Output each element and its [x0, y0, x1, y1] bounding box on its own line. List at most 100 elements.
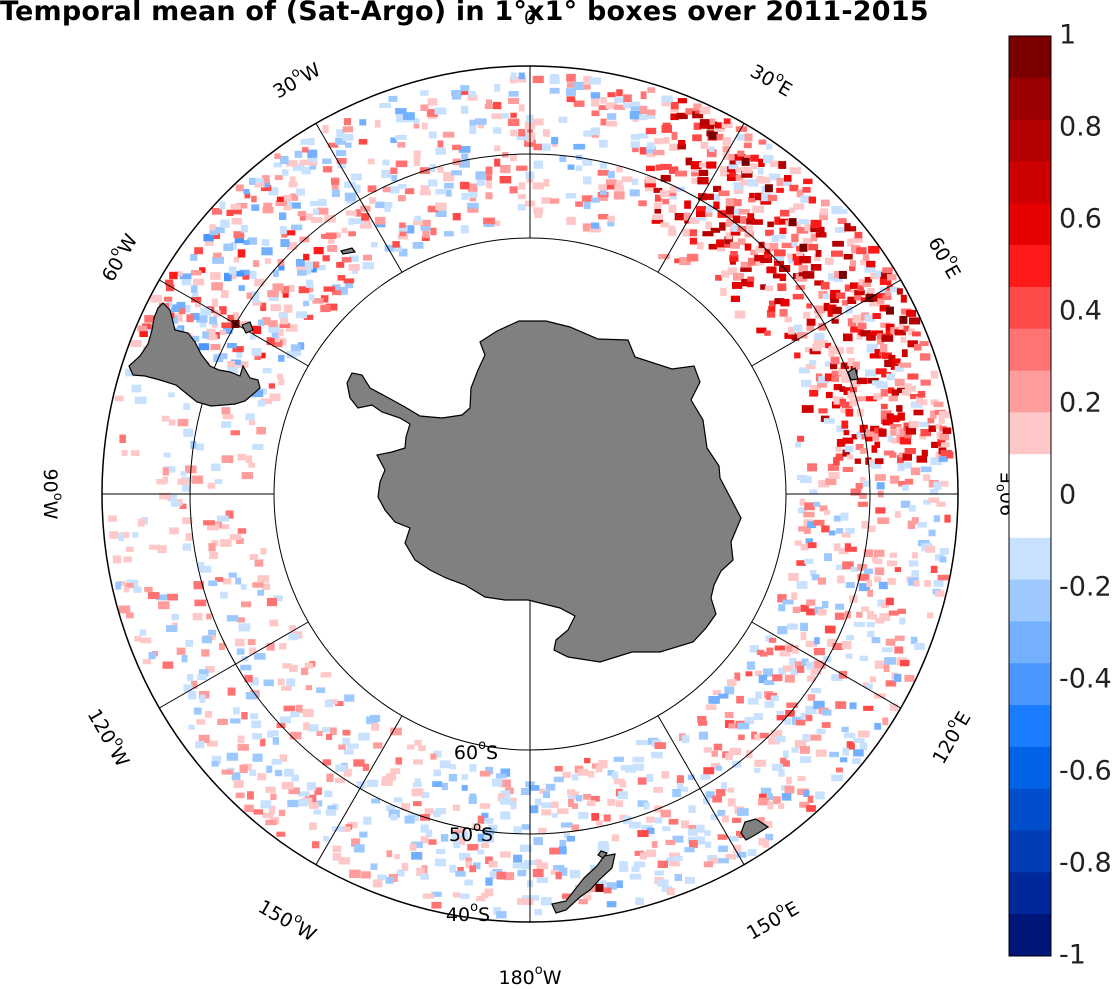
anomaly-cell — [197, 561, 205, 569]
anomaly-cell — [894, 329, 906, 336]
anomaly-cell — [166, 625, 178, 632]
anomaly-cell — [480, 842, 489, 849]
anomaly-cell — [777, 283, 787, 291]
anomaly-cell — [451, 94, 462, 100]
anomaly-cell — [185, 533, 193, 541]
anomaly-cell — [253, 177, 264, 184]
anomaly-cell — [342, 729, 351, 736]
anomaly-cell — [698, 193, 707, 201]
anomaly-cell — [606, 179, 617, 185]
anomaly-cell — [443, 172, 455, 178]
anomaly-cell — [287, 284, 295, 292]
anomaly-cell — [835, 446, 842, 452]
anomaly-cell — [308, 138, 315, 146]
anomaly-cell — [864, 276, 872, 283]
anomaly-cell — [428, 179, 438, 187]
anomaly-cell — [397, 234, 409, 240]
anomaly-cell — [631, 866, 640, 873]
anomaly-cell — [214, 226, 225, 234]
anomaly-cell — [699, 119, 710, 125]
meridian-line — [751, 279, 901, 367]
anomaly-cell — [211, 755, 222, 764]
anomaly-cell — [518, 72, 525, 80]
anomaly-cell — [916, 455, 928, 463]
svg-text:90oW: 90oW — [40, 469, 66, 520]
anomaly-cell — [895, 511, 901, 518]
anomaly-cell — [170, 501, 181, 507]
anomaly-cell — [296, 265, 305, 270]
anomaly-cell — [522, 895, 530, 901]
anomaly-cell — [238, 285, 245, 291]
anomaly-cell — [180, 471, 187, 476]
anomaly-cell — [841, 375, 852, 383]
anomaly-cell — [260, 800, 272, 809]
anomaly-cell — [553, 776, 564, 783]
anomaly-cell — [689, 840, 698, 848]
anomaly-cell — [430, 227, 437, 236]
anomaly-cell — [590, 127, 600, 136]
anomaly-cell — [939, 433, 950, 441]
anomaly-cell — [824, 373, 837, 382]
anomaly-cell — [209, 316, 217, 325]
anomaly-cell — [728, 161, 738, 170]
anomaly-cell — [159, 492, 171, 500]
anomaly-cell — [807, 521, 817, 529]
anomaly-cell — [279, 643, 287, 650]
anomaly-cell — [644, 179, 656, 188]
anomaly-cell — [363, 254, 372, 261]
anomaly-cell — [271, 330, 279, 339]
anomaly-cell — [203, 520, 215, 526]
anomaly-cell — [276, 831, 286, 837]
anomaly-cell — [843, 387, 850, 395]
anomaly-cell — [842, 466, 853, 472]
anomaly-cell — [758, 838, 767, 846]
anomaly-cell — [388, 809, 400, 818]
anomaly-cell — [451, 90, 462, 97]
anomaly-cell — [261, 179, 270, 188]
anomaly-cell — [699, 162, 708, 168]
anomaly-cell — [468, 191, 478, 198]
anomaly-cell — [668, 818, 679, 825]
anomaly-cell — [813, 700, 825, 710]
anomaly-cell — [871, 445, 878, 453]
anomaly-cell — [923, 499, 931, 505]
anomaly-cell — [190, 270, 202, 276]
anomaly-cell — [308, 261, 320, 268]
anomaly-cell — [465, 861, 472, 868]
anomaly-cell — [518, 182, 526, 190]
anomaly-cell — [933, 515, 940, 523]
anomaly-cell — [303, 253, 310, 261]
anomaly-cell — [846, 347, 854, 354]
anomaly-cell — [551, 136, 559, 145]
anomaly-cell — [858, 583, 871, 592]
anomaly-cell — [870, 294, 880, 302]
anomaly-cell — [640, 91, 647, 100]
anomaly-cell — [322, 255, 330, 262]
svg-text:60oE: 60oE — [924, 231, 969, 282]
anomaly-cell — [768, 637, 777, 643]
anomaly-cell — [230, 359, 241, 365]
anomaly-cell — [538, 827, 547, 833]
anomaly-cell — [744, 133, 753, 142]
anomaly-cell — [676, 112, 688, 120]
anomaly-cell — [420, 104, 429, 111]
anomaly-cell — [850, 566, 858, 572]
anomaly-cell — [316, 730, 323, 737]
anomaly-cell — [549, 76, 560, 84]
anomaly-cell — [188, 691, 197, 700]
anomaly-cell — [121, 450, 128, 456]
anomaly-cell — [252, 300, 262, 306]
anomaly-cell — [197, 674, 207, 680]
anomaly-cell — [794, 661, 804, 670]
anomaly-cell — [343, 749, 354, 755]
anomaly-cell — [559, 839, 567, 847]
anomaly-cell — [831, 376, 839, 382]
anomaly-cell — [606, 182, 616, 190]
anomaly-cell — [927, 612, 934, 619]
colorbar-frame — [1008, 35, 1052, 957]
anomaly-cell — [710, 227, 721, 233]
anomaly-cell — [325, 809, 337, 816]
anomaly-cell — [335, 150, 347, 157]
anomaly-cell — [563, 833, 570, 839]
anomaly-cell — [736, 830, 746, 838]
